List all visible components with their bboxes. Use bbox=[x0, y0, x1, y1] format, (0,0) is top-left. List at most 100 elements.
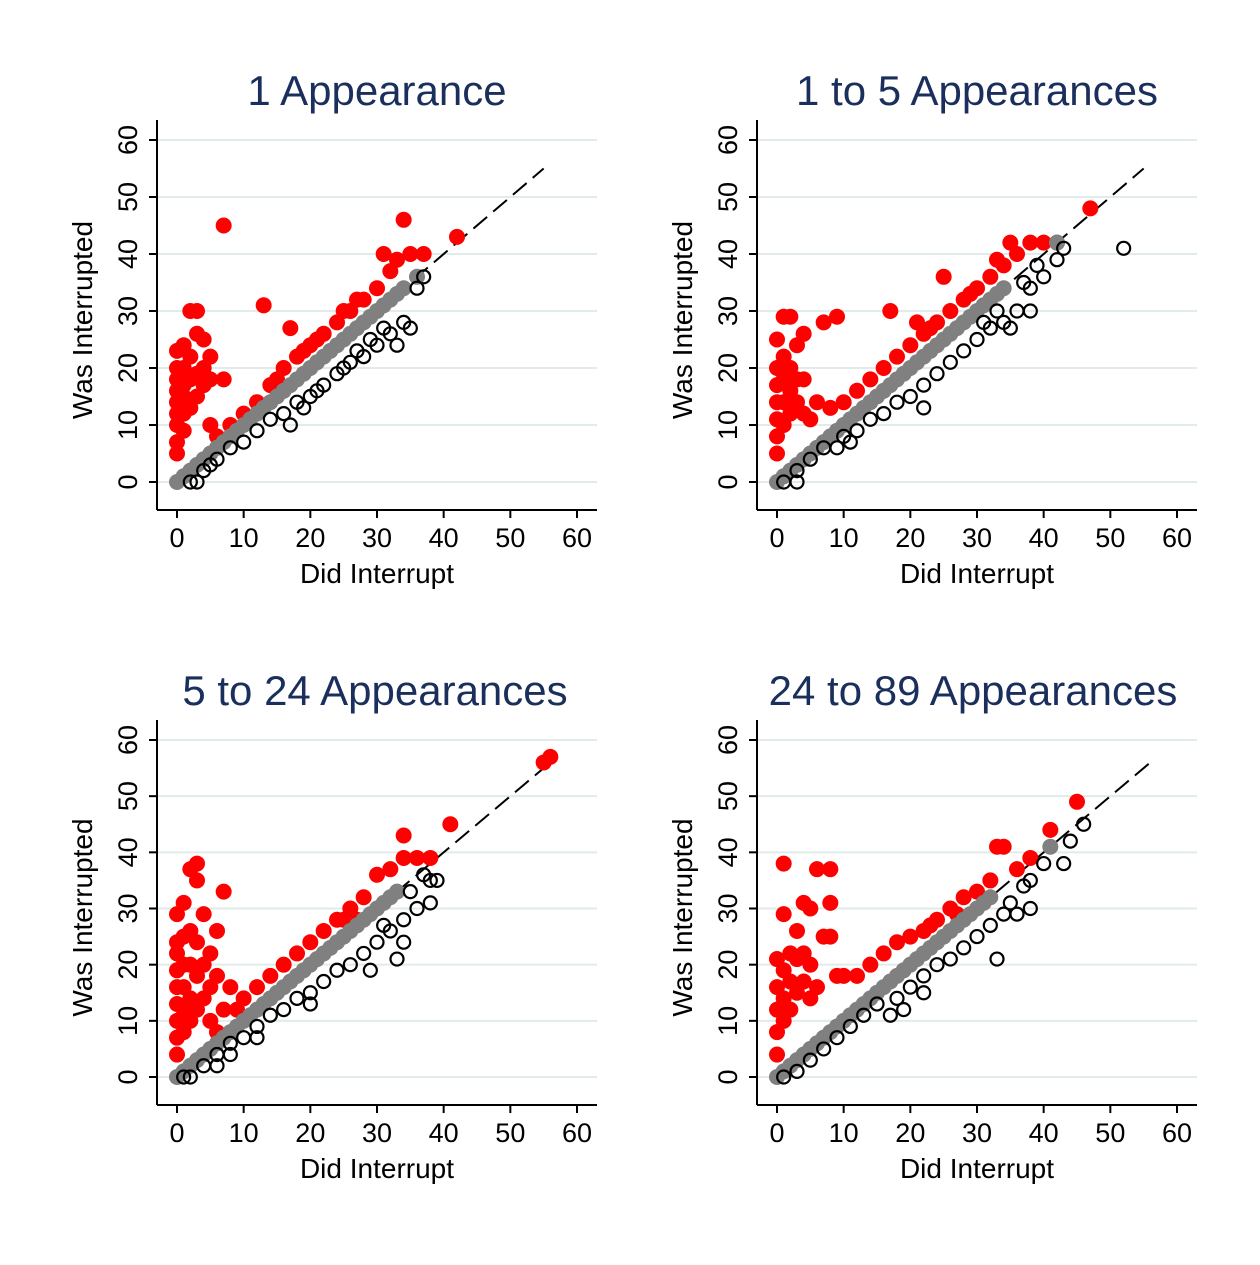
point-hollow bbox=[882, 1007, 898, 1023]
point-hollow bbox=[902, 979, 918, 995]
point-red bbox=[835, 967, 852, 984]
y-tick-label: 40 bbox=[113, 239, 143, 269]
x-tick-label: 20 bbox=[895, 523, 925, 553]
point-red bbox=[815, 314, 832, 331]
x-tick-label: 60 bbox=[562, 523, 592, 553]
point-red bbox=[282, 320, 299, 337]
point-hollow bbox=[916, 985, 932, 1001]
y-axis-label: Was Interrupted bbox=[667, 221, 698, 419]
point-red bbox=[935, 268, 952, 285]
point-hollow bbox=[856, 1007, 872, 1023]
point-hollow bbox=[876, 406, 892, 422]
x-tick-label: 40 bbox=[429, 1118, 459, 1148]
point-hollow bbox=[1022, 303, 1038, 319]
point-hollow bbox=[1062, 833, 1078, 849]
point-hollow bbox=[969, 331, 985, 348]
point-red bbox=[295, 342, 312, 359]
point-red bbox=[249, 979, 265, 996]
point-hollow bbox=[1036, 269, 1052, 285]
point-red bbox=[795, 325, 812, 342]
point-hollow bbox=[282, 417, 298, 433]
point-red bbox=[882, 303, 899, 319]
point-red bbox=[169, 445, 185, 462]
chart-title: 1 Appearance bbox=[247, 67, 506, 114]
point-red bbox=[902, 928, 919, 945]
point-red bbox=[315, 922, 332, 939]
point-hollow bbox=[429, 872, 445, 889]
x-tick-label: 20 bbox=[295, 523, 325, 553]
point-hollow bbox=[409, 280, 425, 296]
y-tick-label: 60 bbox=[713, 125, 743, 155]
point-hollow bbox=[829, 1030, 845, 1046]
point-hollow bbox=[342, 957, 358, 973]
point-hollow bbox=[916, 400, 932, 416]
x-axis-label: Did Interrupt bbox=[900, 558, 1054, 589]
point-hollow bbox=[1056, 240, 1072, 256]
point-hollow bbox=[262, 411, 278, 427]
point-hollow bbox=[236, 1030, 252, 1046]
point-red bbox=[822, 894, 839, 911]
point-hollow bbox=[356, 945, 372, 962]
point-red bbox=[782, 308, 799, 325]
point-red bbox=[442, 816, 459, 833]
x-tick-label: 0 bbox=[169, 523, 184, 553]
point-hollow bbox=[869, 996, 885, 1012]
point-hollow bbox=[329, 962, 345, 978]
point-hollow bbox=[916, 377, 932, 393]
point-red bbox=[1002, 234, 1019, 251]
point-red bbox=[1009, 861, 1025, 878]
point-red bbox=[302, 934, 319, 951]
y-tick-label: 20 bbox=[713, 353, 743, 383]
y-tick-label: 30 bbox=[713, 893, 743, 923]
x-tick-label: 30 bbox=[362, 1118, 392, 1148]
y-tick-label: 30 bbox=[713, 296, 743, 326]
y-tick-label: 60 bbox=[113, 125, 143, 155]
y-tick-label: 60 bbox=[113, 725, 143, 755]
point-red bbox=[349, 291, 365, 308]
y-tick-label: 30 bbox=[113, 296, 143, 326]
point-hollow bbox=[862, 411, 878, 427]
x-tick-label: 0 bbox=[169, 1118, 184, 1148]
point-hollow bbox=[816, 1041, 832, 1057]
point-red bbox=[195, 331, 212, 348]
point-hollow bbox=[396, 912, 412, 928]
point-hollow bbox=[362, 962, 378, 978]
point-hollow bbox=[362, 331, 378, 348]
point-red bbox=[215, 883, 232, 900]
y-tick-label: 50 bbox=[713, 182, 743, 212]
point-red bbox=[402, 246, 419, 262]
point-red bbox=[542, 748, 559, 765]
point-hollow bbox=[336, 360, 352, 376]
y-tick-label: 0 bbox=[713, 474, 743, 489]
point-red bbox=[982, 872, 999, 889]
point-red bbox=[275, 360, 292, 376]
x-tick-label: 60 bbox=[1162, 1118, 1192, 1148]
point-red bbox=[1042, 821, 1059, 838]
point-red bbox=[215, 1001, 232, 1018]
point-hollow bbox=[316, 973, 332, 990]
point-red bbox=[1069, 793, 1085, 810]
x-tick-label: 10 bbox=[229, 1118, 259, 1148]
point-hollow bbox=[402, 320, 418, 336]
point-red bbox=[1022, 234, 1039, 251]
chart-panel-3: 5 to 24 Appearances 0 10 20 30 40 50 60 0 10 20 30 4… bbox=[67, 667, 597, 1184]
point-hollow bbox=[956, 343, 972, 359]
y-tick-label: 50 bbox=[113, 781, 143, 811]
point-red bbox=[355, 889, 372, 906]
point-red bbox=[169, 1046, 185, 1063]
point-hollow bbox=[416, 867, 432, 883]
point-hollow bbox=[956, 940, 972, 956]
x-axis-label: Did Interrupt bbox=[300, 1153, 454, 1184]
point-hollow bbox=[409, 900, 425, 917]
point-hollow bbox=[1049, 252, 1065, 268]
point-hollow bbox=[182, 1069, 198, 1085]
point-hollow bbox=[189, 474, 205, 490]
point-hollow bbox=[276, 1001, 292, 1018]
point-gray bbox=[395, 280, 412, 297]
point-red bbox=[1082, 200, 1099, 217]
point-hollow bbox=[276, 406, 292, 422]
point-red bbox=[189, 855, 205, 872]
point-hollow bbox=[222, 1046, 238, 1063]
x-tick-label: 30 bbox=[962, 1118, 992, 1148]
